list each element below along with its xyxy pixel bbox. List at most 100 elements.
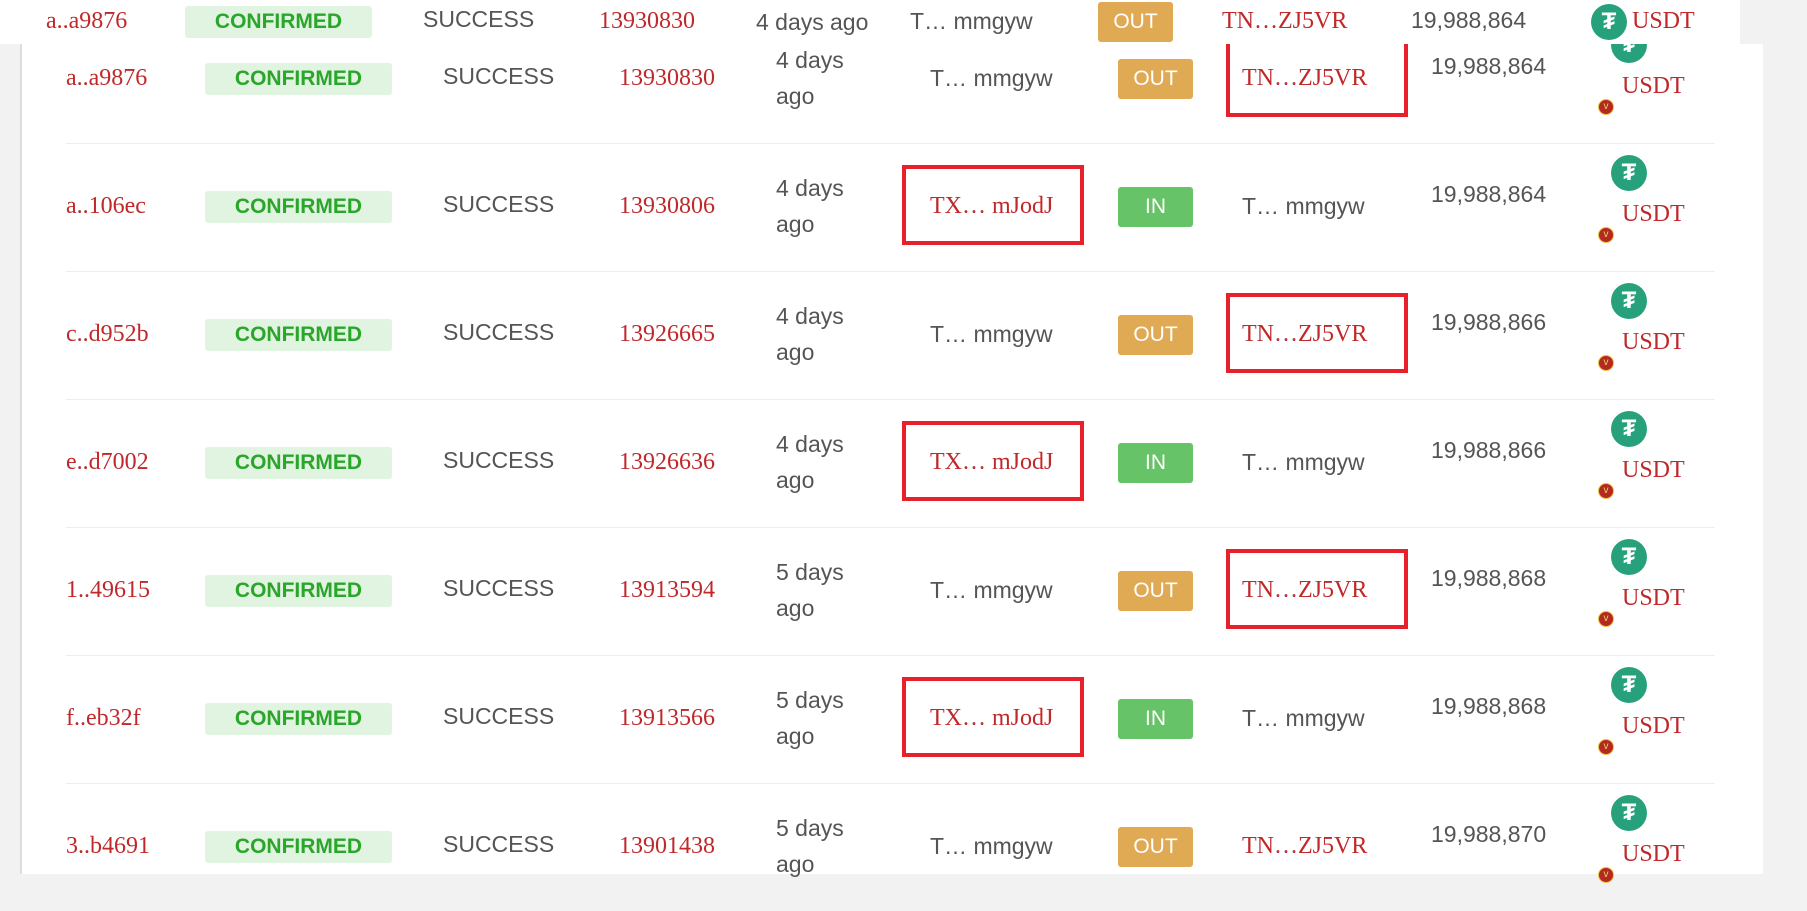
token-link[interactable]: USDT	[1622, 841, 1685, 867]
tx-hash-link[interactable]: 1..49615	[66, 577, 150, 603]
table-row: a..106ec CONFIRMED SUCCESS 13930806 4 days ag…	[0, 143, 1807, 271]
verified-badge-icon: v	[1598, 867, 1614, 883]
age-line-1: 4 days	[776, 175, 844, 201]
table-row: c..d952b CONFIRMED SUCCESS 13926665 4 days ag…	[0, 271, 1807, 399]
amount-text: 19,988,864	[1411, 7, 1527, 33]
tx-hash-link[interactable]: e..d7002	[66, 449, 149, 475]
amount-text: 19,988,864	[1431, 53, 1547, 79]
from-address[interactable]: T… mmgyw	[910, 8, 1033, 34]
highlight-box-to	[1226, 549, 1408, 629]
row-divider	[66, 655, 1715, 656]
highlight-box-from	[902, 677, 1084, 757]
tether-icon[interactable]: ₮	[1611, 411, 1647, 447]
block-link[interactable]: 13926665	[619, 321, 715, 347]
direction-badge-in: IN	[1118, 699, 1193, 739]
row-divider	[66, 143, 1715, 144]
tx-hash-link[interactable]: a..a9876	[46, 8, 128, 34]
amount-text: 19,988,870	[1431, 821, 1547, 847]
block-link[interactable]: 13930830	[619, 65, 715, 91]
to-address[interactable]: TN…ZJ5VR	[1222, 8, 1348, 34]
age-line-2: ago	[776, 723, 815, 749]
status-badge: CONFIRMED	[205, 831, 392, 863]
verified-badge-icon: v	[1598, 739, 1614, 755]
token-link[interactable]: USDT	[1622, 585, 1685, 611]
to-address[interactable]: TN…ZJ5VR	[1242, 833, 1368, 859]
age-line-1: 5 days	[776, 687, 844, 713]
age-line-2: ago	[776, 851, 815, 877]
amount-text: 19,988,864	[1431, 181, 1547, 207]
block-link[interactable]: 13926636	[619, 449, 715, 475]
block-link[interactable]: 13930806	[619, 193, 715, 219]
token-link[interactable]: USDT	[1632, 8, 1695, 34]
age-line-1: 5 days	[776, 559, 844, 585]
age-line-1: 5 days	[776, 815, 844, 841]
highlight-box-from	[902, 421, 1084, 501]
to-address[interactable]: T… mmgyw	[1242, 705, 1365, 731]
row-divider	[66, 783, 1715, 784]
result-text: SUCCESS	[443, 447, 555, 473]
status-badge: CONFIRMED	[205, 447, 392, 479]
to-address[interactable]: TN…ZJ5VR	[1242, 577, 1368, 603]
direction-badge-out: OUT	[1118, 315, 1193, 355]
direction-badge-in: IN	[1118, 187, 1193, 227]
table-row: f..eb32f CONFIRMED SUCCESS 13913566 5 days ag…	[0, 655, 1807, 783]
direction-badge-out: OUT	[1118, 827, 1193, 867]
to-address[interactable]: T… mmgyw	[1242, 449, 1365, 475]
token-link[interactable]: USDT	[1622, 457, 1685, 483]
tx-hash-link[interactable]: f..eb32f	[66, 705, 141, 731]
age-line-1: 4 days	[776, 303, 844, 329]
result-text: SUCCESS	[423, 6, 535, 32]
to-address[interactable]: TN…ZJ5VR	[1242, 321, 1368, 347]
tether-icon[interactable]: ₮	[1611, 539, 1647, 575]
token-link[interactable]: USDT	[1622, 329, 1685, 355]
tx-hash-link[interactable]: c..d952b	[66, 321, 149, 347]
result-text: SUCCESS	[443, 703, 555, 729]
table-row: e..d7002 CONFIRMED SUCCESS 13926636 4 days ag…	[0, 399, 1807, 527]
to-address[interactable]: TN…ZJ5VR	[1242, 65, 1368, 91]
verified-badge-icon: v	[1598, 227, 1614, 243]
block-link[interactable]: 13901438	[619, 833, 715, 859]
status-badge: CONFIRMED	[205, 703, 392, 735]
from-address[interactable]: TX… mJodJ	[930, 193, 1054, 219]
direction-badge-in: IN	[1118, 443, 1193, 483]
tx-hash-link[interactable]: 3..b4691	[66, 833, 150, 859]
status-badge: CONFIRMED	[205, 575, 392, 607]
table-row: 3..b4691 CONFIRMED SUCCESS 13901438 5 days ag…	[0, 783, 1807, 911]
amount-text: 19,988,868	[1431, 693, 1547, 719]
token-link[interactable]: USDT	[1622, 73, 1685, 99]
from-address[interactable]: T… mmgyw	[930, 833, 1053, 859]
verified-badge-icon: v	[1598, 611, 1614, 627]
tx-hash-link[interactable]: a..106ec	[66, 193, 146, 219]
amount-text: 19,988,866	[1431, 309, 1547, 335]
from-address[interactable]: T… mmgyw	[930, 577, 1053, 603]
block-link[interactable]: 13913594	[619, 577, 715, 603]
tx-hash-link[interactable]: a..a9876	[66, 65, 148, 91]
from-address[interactable]: TX… mJodJ	[930, 705, 1054, 731]
amount-text: 19,988,866	[1431, 437, 1547, 463]
tether-icon[interactable]: ₮	[1611, 667, 1647, 703]
token-link[interactable]: USDT	[1622, 713, 1685, 739]
token-link[interactable]: USDT	[1622, 201, 1685, 227]
from-address[interactable]: TX… mJodJ	[930, 449, 1054, 475]
block-link[interactable]: 13913566	[619, 705, 715, 731]
age-line-2: ago	[776, 595, 815, 621]
amount-text: 19,988,868	[1431, 565, 1547, 591]
status-badge: CONFIRMED	[205, 191, 392, 223]
result-text: SUCCESS	[443, 191, 555, 217]
tether-icon[interactable]: ₮	[1591, 4, 1627, 40]
age-line-2: ago	[830, 9, 869, 35]
tether-icon[interactable]: ₮	[1611, 795, 1647, 831]
row-divider	[66, 271, 1715, 272]
verified-badge-icon: v	[1598, 355, 1614, 371]
age-line-1: 4 days	[756, 9, 824, 35]
from-address[interactable]: T… mmgyw	[930, 65, 1053, 91]
tether-icon[interactable]: ₮	[1611, 155, 1647, 191]
highlight-box-to	[1226, 293, 1408, 373]
age-line-1: 4 days	[776, 431, 844, 457]
to-address[interactable]: T… mmgyw	[1242, 193, 1365, 219]
from-address[interactable]: T… mmgyw	[930, 321, 1053, 347]
highlight-box-from	[902, 165, 1084, 245]
block-link[interactable]: 13930830	[599, 8, 695, 34]
table-row-sticky: a..a9876 CONFIRMED SUCCESS 13930830 4 days ag…	[0, 0, 1740, 44]
tether-icon[interactable]: ₮	[1611, 283, 1647, 319]
